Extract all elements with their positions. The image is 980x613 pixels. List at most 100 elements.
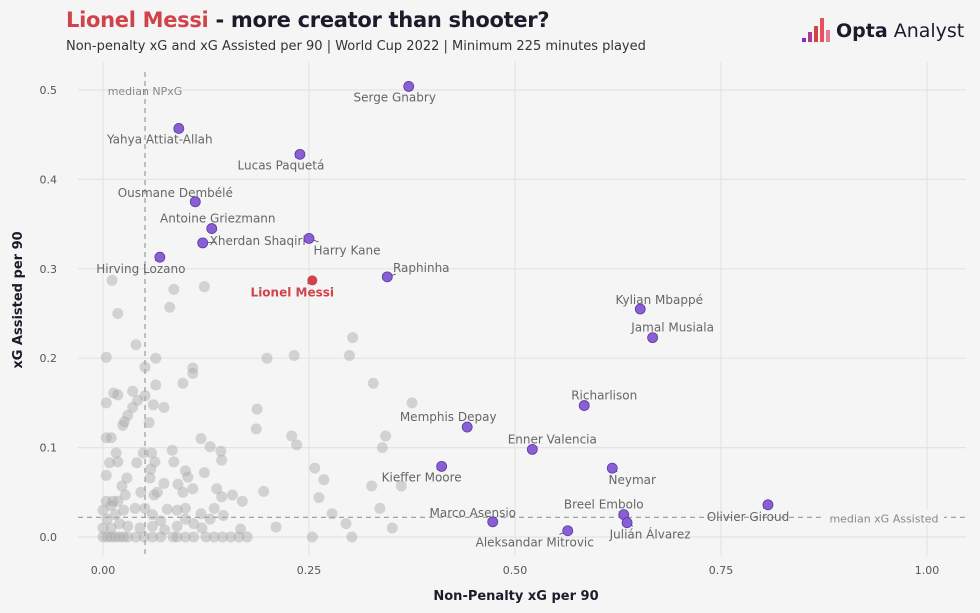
other-player-point	[122, 520, 134, 532]
other-player-point	[406, 397, 418, 409]
player-label: Julián Álvarez	[609, 527, 691, 542]
other-player-point	[291, 439, 303, 451]
other-players	[97, 274, 418, 543]
player-label: Aleksandar Mitrovic	[476, 536, 594, 550]
other-player-point	[127, 401, 139, 413]
other-player-point	[188, 531, 200, 543]
other-player-point	[122, 409, 134, 421]
x-tick-label: 0.25	[297, 564, 322, 577]
player-label: Serge Gnabry	[353, 90, 435, 104]
other-player-point	[161, 503, 173, 515]
y-tick-label: 0.2	[40, 352, 58, 365]
player-label: Enner Valencia	[508, 432, 597, 446]
other-player-point	[171, 504, 183, 516]
other-player-point	[134, 522, 146, 534]
other-player-point	[113, 518, 125, 530]
other-player-point	[100, 397, 112, 409]
labelled-player-point	[436, 460, 448, 472]
player-label: Olivier Giroud	[707, 510, 790, 524]
y-tick-label: 0.4	[40, 173, 58, 186]
other-player-point	[171, 531, 183, 543]
labelled-player-point	[762, 499, 774, 511]
player-label: Marco Asensio	[429, 506, 516, 520]
other-player-point	[258, 485, 270, 497]
other-player-point	[139, 361, 151, 373]
other-player-point	[172, 478, 184, 490]
other-player-point	[127, 385, 139, 397]
other-player-point	[306, 531, 318, 543]
x-tick-label: 0.00	[91, 564, 116, 577]
y-tick-label: 0.1	[40, 442, 58, 455]
other-player-point	[129, 502, 141, 514]
other-player-point	[158, 477, 170, 489]
logo-bars-icon	[802, 18, 830, 42]
other-player-point	[105, 531, 117, 543]
other-player-point	[155, 531, 167, 543]
other-player-point	[107, 495, 119, 507]
other-player-point	[155, 515, 167, 527]
labelled-player-point	[647, 332, 659, 344]
other-player-point	[131, 457, 143, 469]
other-player-point	[148, 489, 160, 501]
other-player-point	[179, 465, 191, 477]
other-player-point	[101, 513, 113, 525]
labelled-player-point	[562, 525, 574, 537]
other-player-point	[286, 430, 298, 442]
other-player-point	[366, 480, 378, 492]
other-player-point	[241, 531, 253, 543]
labelled-player-point	[303, 233, 315, 244]
other-player-point	[100, 469, 112, 481]
other-player-point	[225, 531, 237, 543]
labelled-player-point	[578, 400, 590, 411]
other-player-point	[119, 489, 131, 501]
other-player-point	[204, 441, 216, 453]
opta-analyst-logo: Opta Analyst	[802, 18, 964, 44]
other-player-point	[151, 486, 163, 498]
player-label: Kylian Mbappé	[616, 293, 703, 307]
other-player-point	[187, 367, 199, 379]
other-player-point	[135, 486, 147, 498]
labelled-player-point	[606, 462, 618, 474]
other-player-point	[177, 486, 189, 498]
other-player-point	[198, 281, 210, 293]
other-player-point	[143, 417, 155, 429]
other-player-point	[130, 339, 142, 351]
labelled-player-point	[173, 123, 185, 134]
player-label: Xherdan Shaqiri	[210, 234, 306, 248]
median-xa-label-bg	[822, 509, 944, 525]
y-tick-label: 0.3	[40, 263, 58, 276]
labelled-player-point	[487, 516, 499, 528]
other-player-point	[196, 522, 208, 534]
other-player-point	[270, 521, 282, 533]
other-player-point	[216, 454, 228, 466]
other-player-point	[347, 332, 359, 344]
median-npxg-label: median NPxG	[108, 85, 183, 98]
other-player-point	[168, 283, 180, 295]
other-player-point	[250, 423, 262, 435]
other-player-point	[288, 350, 300, 362]
x-axis-label: Non-Penalty xG per 90	[433, 589, 598, 604]
other-player-point	[138, 531, 150, 543]
other-player-point	[112, 456, 124, 468]
other-player-point	[121, 472, 133, 484]
other-player-point	[100, 432, 112, 444]
other-player-point	[343, 350, 355, 362]
labelled-player-point	[381, 271, 393, 283]
other-player-point	[188, 518, 200, 530]
other-player-point	[208, 531, 220, 543]
labelled-player-point	[634, 303, 646, 315]
player-label: Antoine Griezmann	[160, 212, 276, 226]
other-player-point	[109, 531, 121, 543]
other-player-point	[105, 522, 117, 534]
other-player-point	[112, 495, 124, 507]
other-player-point	[118, 416, 130, 428]
other-player-point	[216, 491, 228, 503]
other-player-point	[105, 432, 117, 444]
other-player-point	[158, 401, 170, 413]
labelled-player-point	[154, 251, 166, 263]
labelled-players: Serge Gnabry Yahya Attiat-Allah Lucas Paqu…	[96, 81, 790, 550]
player-label: Kieffer Moore	[382, 470, 462, 484]
labelled-player-point	[403, 81, 415, 92]
other-player-point	[226, 489, 238, 501]
